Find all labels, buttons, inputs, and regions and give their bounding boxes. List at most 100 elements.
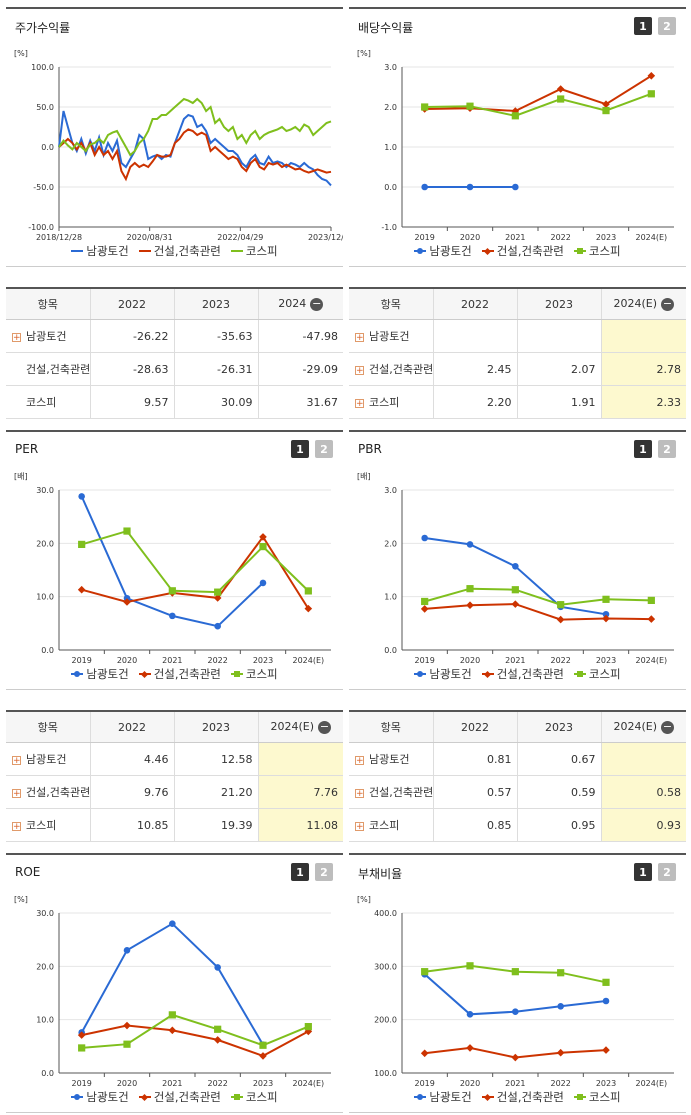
legend-marker [71,669,84,679]
table-cell: 30.09 [174,385,259,419]
row-label-text: 코스피 [369,819,400,832]
tab-1[interactable]: 1 [634,17,652,35]
expand-icon[interactable]: + [12,755,21,766]
legend-marker [230,1092,243,1102]
legend-item-kospi[interactable]: 코스피 [230,1089,278,1105]
legend-item-construction[interactable]: 건설,건축관련 [481,243,564,259]
row-label[interactable]: + 코스피 [349,385,434,419]
y-tick-label: 20.0 [36,962,54,971]
data-point [214,964,221,971]
roe-panel: ROE 1 2 [%] 30.0 20.0 10.0 0.0 2019 2020 2021 20… [6,853,343,1113]
column-header: 2023 [517,711,602,743]
x-tick-label: 2024(E) [293,1079,325,1088]
row-label[interactable]: + 코스피 [6,808,91,842]
expand-icon[interactable]: + [12,821,21,832]
collapse-icon[interactable]: − [310,296,324,311]
row-label[interactable]: + 남광토건 [349,319,434,353]
row-label[interactable]: + 건설,건축관련 [349,775,434,809]
row-label[interactable]: + 남광토건 [6,319,91,353]
data-point [647,72,656,80]
data-point [123,947,131,954]
x-tick-label: 2023 [596,656,616,665]
panel-title: PBR [358,442,382,456]
data-point [168,1026,177,1035]
legend-item-namkwang[interactable]: 남광토건 [414,666,472,682]
legend-item-construction[interactable]: 건설,건축관련 [138,666,221,682]
table-row: + 코스피 10.85 19.39 11.08 [6,808,343,842]
legend-item-kospi[interactable]: 코스피 [573,1089,621,1105]
expand-icon[interactable]: + [355,398,364,409]
legend-label: 코스피 [245,244,278,258]
expand-icon[interactable]: + [355,788,364,799]
expand-icon[interactable]: + [355,332,364,343]
table-cell: -28.63 [90,352,175,386]
legend-item-kospi[interactable]: 코스피 [230,243,278,259]
tab-1[interactable]: 1 [634,863,652,881]
legend-item-construction[interactable]: 건설,건축관련 [138,1089,221,1105]
expand-icon[interactable]: + [12,332,21,343]
column-header: 2023 [174,711,259,743]
legend-item-construction[interactable]: 건설,건축관련 [138,243,221,259]
table-header-row: 항목 2022 2023 2024(E) − [6,711,343,743]
series-line-kospi [424,587,652,606]
table-row: + 남광토건 4.46 12.58 [6,742,343,776]
tab-1[interactable]: 1 [291,440,309,458]
tab-2[interactable]: 2 [315,863,333,881]
tab-1[interactable]: 1 [634,440,652,458]
tab-2[interactable]: 2 [658,17,676,35]
legend-item-kospi[interactable]: 코스피 [573,243,621,259]
x-tick-label: 2022 [550,233,570,242]
legend-item-construction[interactable]: 건설,건축관련 [481,666,564,682]
y-tick-label: 0.0 [41,143,54,152]
expand-icon[interactable]: + [355,821,364,832]
expand-icon[interactable]: + [12,788,21,799]
legend-marker [71,1092,84,1102]
legend-marker [481,246,494,256]
debt-ratio-chart: [%]400.0 300.0 200.0 100.0 2019 2020 2021 2022 2… [357,895,674,1088]
legend-item-kospi[interactable]: 코스피 [573,666,621,682]
series-line-kospi [81,1013,309,1049]
legend-item-kospi[interactable]: 코스피 [230,666,278,682]
tab-2[interactable]: 2 [658,863,676,881]
row-label[interactable]: + 건설,건축관련 [6,775,91,809]
column-header-item: 항목 [349,711,434,743]
pbr-panel: PBR 1 2 [배] 3.0 2.0 1.0 0.0 2019 2020 2021 2022 2… [349,430,686,690]
expand-icon[interactable]: + [355,755,364,766]
panel-title: 주가수익률 [15,21,71,35]
tab-2[interactable]: 2 [315,440,333,458]
series-line-construction [424,74,652,113]
legend-item-namkwang[interactable]: 남광토건 [71,243,129,259]
legend-marker [230,246,243,256]
row-label: 건설,건축관련 [6,352,91,386]
tab-2[interactable]: 2 [658,440,676,458]
column-header-item: 항목 [349,288,434,320]
collapse-icon[interactable]: − [661,296,675,311]
data-point [511,586,519,594]
legend-item-namkwang[interactable]: 남광토건 [414,1089,472,1105]
expand-icon[interactable]: + [355,365,364,376]
x-tick-label: 2024(E) [293,656,325,665]
legend-item-namkwang[interactable]: 남광토건 [414,243,472,259]
y-tick-label: 0.0 [384,646,397,655]
y-tick-label: 0.0 [41,1069,54,1078]
collapse-icon[interactable]: − [661,719,675,734]
data-point [466,541,474,548]
row-label[interactable]: + 건설,건축관련 [349,352,434,386]
data-point [466,601,474,609]
row-label[interactable]: + 코스피 [349,808,434,842]
collapse-icon[interactable]: − [318,719,332,734]
data-point [78,540,86,548]
pbr-chart: [배] 3.0 2.0 1.0 0.0 2019 2020 2021 2022 2023 2024(… [357,472,674,665]
legend-item-namkwang[interactable]: 남광토건 [71,1089,129,1105]
tab-1[interactable]: 1 [291,863,309,881]
legend-item-construction[interactable]: 건설,건축관련 [481,1089,564,1105]
row-label[interactable]: + 남광토건 [6,742,91,776]
data-point [511,968,519,976]
data-point [466,962,474,970]
legend-marker [138,669,151,679]
table-cell: 0.67 [517,742,602,776]
legend-item-namkwang[interactable]: 남광토건 [71,666,129,682]
row-label[interactable]: + 남광토건 [349,742,434,776]
table-cell: 9.57 [90,385,175,419]
x-tick-label: 2021 [505,1079,525,1088]
